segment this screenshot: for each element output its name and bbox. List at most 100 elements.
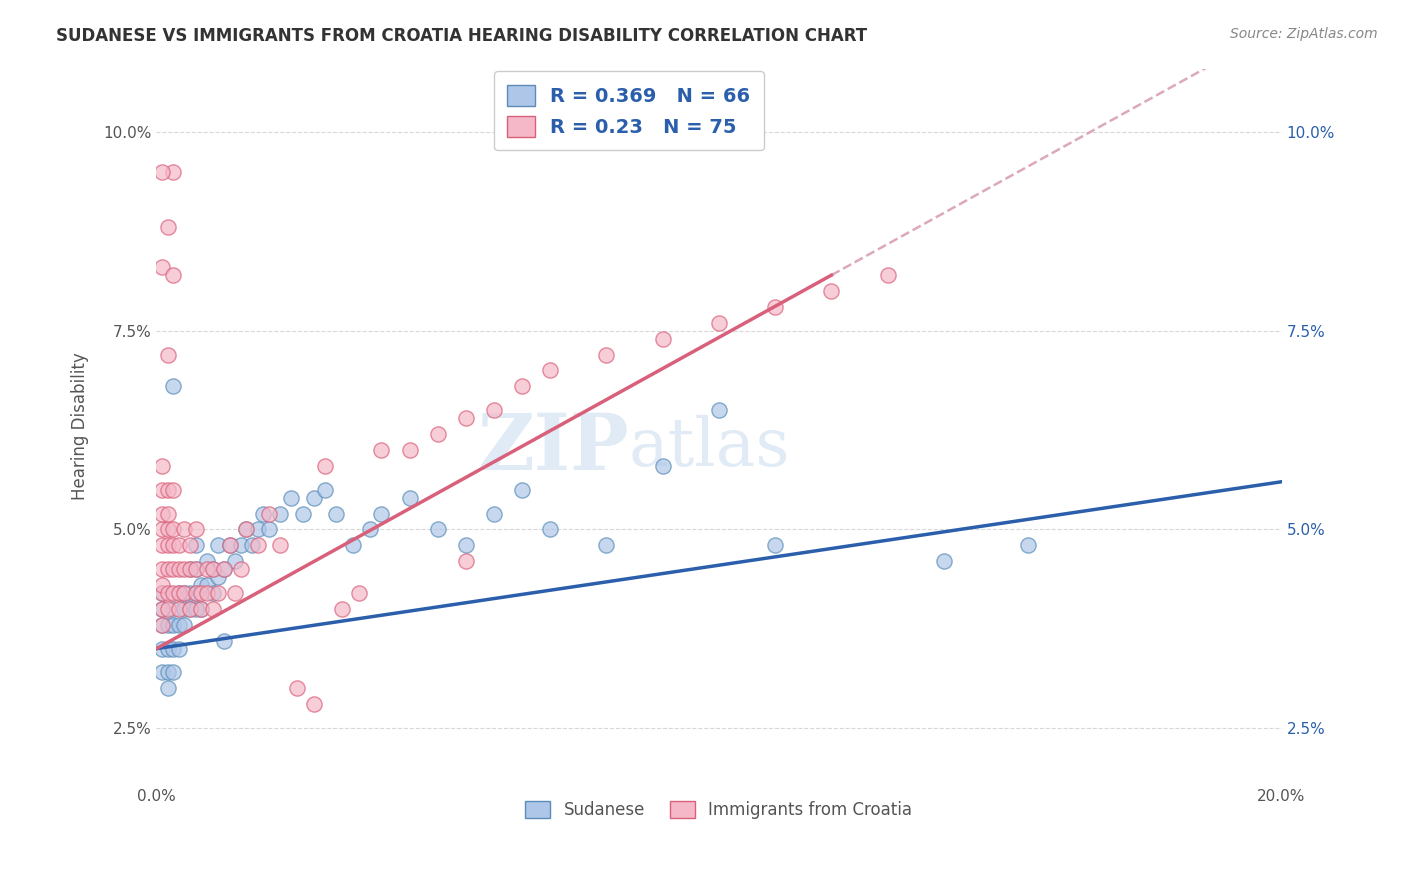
Point bbox=[195, 562, 218, 576]
Point bbox=[314, 458, 336, 473]
Point bbox=[195, 578, 218, 592]
Point bbox=[190, 602, 212, 616]
Point bbox=[195, 554, 218, 568]
Point bbox=[167, 586, 190, 600]
Point bbox=[212, 562, 235, 576]
Point bbox=[150, 260, 173, 275]
Point bbox=[302, 698, 325, 712]
Point bbox=[184, 562, 207, 576]
Point bbox=[173, 562, 195, 576]
Point bbox=[454, 554, 477, 568]
Point bbox=[190, 586, 212, 600]
Point bbox=[156, 617, 179, 632]
Text: Source: ZipAtlas.com: Source: ZipAtlas.com bbox=[1230, 27, 1378, 41]
Point bbox=[150, 586, 173, 600]
Point bbox=[184, 562, 207, 576]
Point bbox=[156, 665, 179, 680]
Point bbox=[150, 617, 173, 632]
Point bbox=[179, 562, 201, 576]
Point bbox=[156, 641, 179, 656]
Point bbox=[201, 602, 224, 616]
Point bbox=[1017, 538, 1039, 552]
Point bbox=[173, 523, 195, 537]
Point bbox=[235, 523, 257, 537]
Point bbox=[184, 523, 207, 537]
Point bbox=[179, 586, 201, 600]
Point bbox=[285, 681, 308, 696]
Point bbox=[162, 586, 184, 600]
Point bbox=[359, 523, 381, 537]
Point bbox=[162, 665, 184, 680]
Point bbox=[156, 681, 179, 696]
Point bbox=[235, 523, 257, 537]
Point bbox=[820, 284, 842, 298]
Point bbox=[184, 538, 207, 552]
Point bbox=[173, 602, 195, 616]
Point bbox=[932, 554, 955, 568]
Point bbox=[162, 483, 184, 497]
Point bbox=[347, 586, 370, 600]
Point bbox=[150, 641, 173, 656]
Point bbox=[150, 507, 173, 521]
Point bbox=[510, 483, 533, 497]
Point bbox=[156, 538, 179, 552]
Point bbox=[150, 538, 173, 552]
Point bbox=[218, 538, 240, 552]
Point bbox=[150, 602, 173, 616]
Point bbox=[150, 458, 173, 473]
Point bbox=[269, 507, 291, 521]
Point bbox=[240, 538, 263, 552]
Point bbox=[179, 538, 201, 552]
Point bbox=[179, 562, 201, 576]
Point bbox=[454, 411, 477, 425]
Point bbox=[150, 665, 173, 680]
Point bbox=[179, 602, 201, 616]
Point bbox=[224, 554, 246, 568]
Point bbox=[302, 491, 325, 505]
Point bbox=[156, 220, 179, 235]
Point bbox=[167, 602, 190, 616]
Point bbox=[482, 403, 505, 417]
Point bbox=[330, 602, 353, 616]
Point bbox=[156, 562, 179, 576]
Point bbox=[162, 641, 184, 656]
Point bbox=[454, 538, 477, 552]
Point bbox=[184, 586, 207, 600]
Point bbox=[252, 507, 274, 521]
Point bbox=[162, 268, 184, 282]
Point bbox=[167, 538, 190, 552]
Point bbox=[162, 562, 184, 576]
Point bbox=[280, 491, 302, 505]
Point bbox=[538, 523, 561, 537]
Point bbox=[156, 483, 179, 497]
Point bbox=[156, 602, 179, 616]
Point bbox=[595, 538, 617, 552]
Point bbox=[229, 562, 252, 576]
Point bbox=[246, 538, 269, 552]
Point bbox=[370, 442, 392, 457]
Point bbox=[150, 586, 173, 600]
Point bbox=[224, 586, 246, 600]
Point bbox=[190, 578, 212, 592]
Point bbox=[156, 523, 179, 537]
Point bbox=[173, 617, 195, 632]
Point bbox=[246, 523, 269, 537]
Point bbox=[651, 332, 673, 346]
Point bbox=[229, 538, 252, 552]
Point bbox=[207, 586, 229, 600]
Point bbox=[595, 348, 617, 362]
Point bbox=[291, 507, 314, 521]
Point bbox=[342, 538, 364, 552]
Point bbox=[150, 562, 173, 576]
Point bbox=[707, 316, 730, 330]
Point bbox=[162, 617, 184, 632]
Point bbox=[398, 442, 420, 457]
Text: atlas: atlas bbox=[628, 415, 790, 480]
Point bbox=[167, 562, 190, 576]
Point bbox=[150, 602, 173, 616]
Point bbox=[426, 427, 449, 442]
Point bbox=[150, 523, 173, 537]
Point bbox=[167, 641, 190, 656]
Point bbox=[150, 483, 173, 497]
Point bbox=[167, 586, 190, 600]
